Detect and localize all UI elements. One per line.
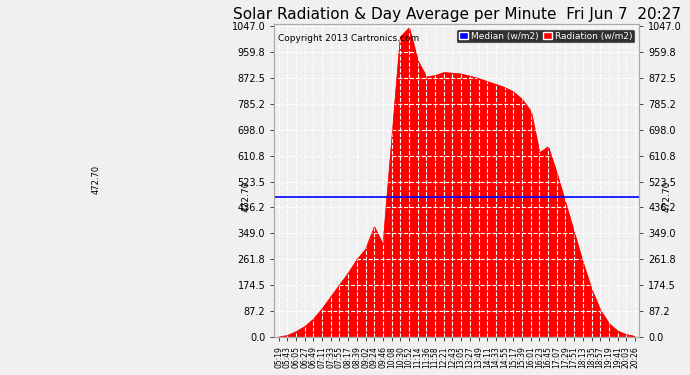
Legend: Median (w/m2), Radiation (w/m2): Median (w/m2), Radiation (w/m2) [456,29,635,44]
Text: 472.70: 472.70 [241,181,250,212]
Text: 472.70: 472.70 [92,165,101,194]
Text: 472.70: 472.70 [663,181,672,212]
Title: Solar Radiation & Day Average per Minute  Fri Jun 7  20:27: Solar Radiation & Day Average per Minute… [233,7,681,22]
Text: Copyright 2013 Cartronics.com: Copyright 2013 Cartronics.com [278,34,420,43]
